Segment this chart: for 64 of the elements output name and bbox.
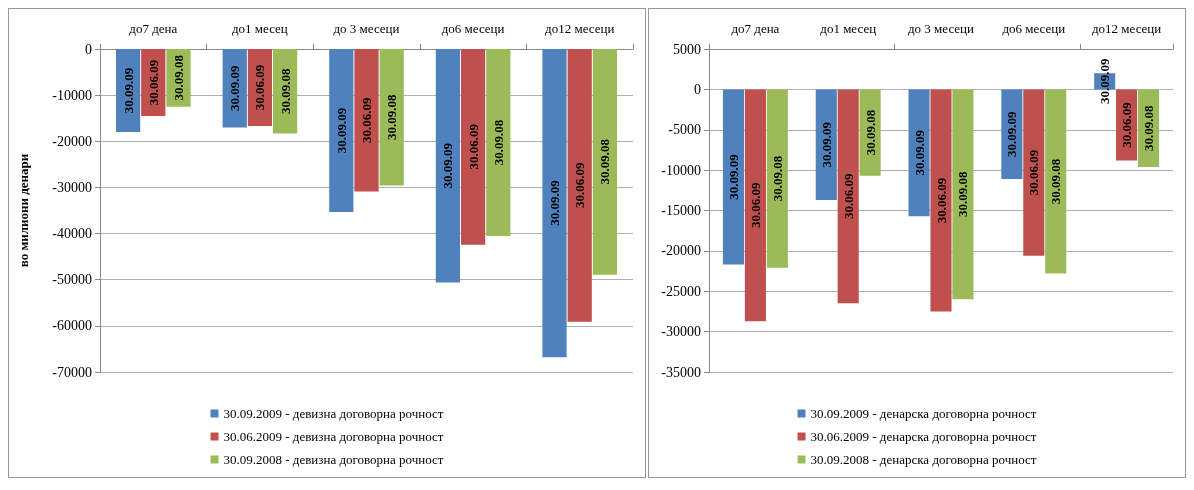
- data-label: 30.06.09: [145, 59, 161, 106]
- y-axis-title: во милиони денари: [16, 153, 31, 268]
- y-tick-label: -60000: [52, 318, 92, 334]
- data-label: 30.09.08: [955, 171, 971, 218]
- y-tick-label: 0: [85, 41, 92, 57]
- y-tick-label: -25000: [661, 283, 701, 299]
- legend-label: 30.09.2008 - девизна договорна рочност: [223, 452, 444, 467]
- x-tick-label: до12 месеци: [545, 21, 615, 36]
- legend-label: 30.09.2008 - денарска договорна рочност: [810, 452, 1037, 467]
- data-label: 30.09.08: [769, 155, 785, 202]
- data-label: 30.06.09: [1026, 149, 1042, 196]
- y-tick-label: -30000: [661, 324, 701, 340]
- data-label: 30.09.08: [597, 138, 613, 185]
- data-label: 30.09.09: [725, 153, 741, 200]
- data-label: 30.06.09: [933, 177, 949, 224]
- legend-label: 30.09.2009 - денарска договорна рочност: [810, 406, 1037, 421]
- y-tick-label: -10000: [661, 162, 701, 178]
- data-label: 30.09.09: [547, 179, 562, 226]
- legend-label: 30.06.2009 - денарска договорна рочност: [810, 429, 1037, 444]
- x-tick-label: до6 месеци: [1002, 21, 1066, 36]
- data-label: 30.09.09: [911, 129, 927, 176]
- y-tick-label: -15000: [661, 203, 701, 218]
- y-tick-label: -10000: [52, 87, 92, 103]
- data-label: 30.09.08: [490, 119, 506, 166]
- data-label: 30.06.09: [359, 97, 374, 144]
- data-label: 30.09.08: [862, 109, 878, 156]
- y-tick-label: -70000: [52, 364, 92, 380]
- data-label: 30.06.09: [1119, 101, 1135, 148]
- data-label: 30.09.08: [384, 94, 400, 141]
- data-label: 30.09.09: [1097, 58, 1113, 105]
- y-tick-label: 5000: [673, 41, 701, 57]
- y-tick-label: -35000: [661, 364, 701, 380]
- x-tick-label: до6 месеци: [441, 21, 505, 36]
- x-tick-label: до 3 месеци: [333, 21, 400, 36]
- data-label: 30.06.09: [840, 173, 856, 220]
- y-tick-label: -20000: [661, 243, 701, 259]
- data-label: 30.09.09: [120, 67, 136, 114]
- data-label: 30.06.09: [572, 162, 588, 209]
- x-tick-label: до1 месец: [231, 21, 288, 36]
- data-label: 30.09.08: [277, 67, 293, 114]
- data-label: 30.09.09: [440, 142, 456, 189]
- data-label: 30.06.09: [465, 123, 481, 170]
- data-label: 30.09.08: [1141, 104, 1157, 151]
- y-tick-label: -20000: [52, 133, 92, 149]
- data-label: 30.06.09: [747, 182, 763, 228]
- x-tick-label: до7 дена: [731, 21, 780, 36]
- x-tick-label: до12 месеци: [1091, 21, 1162, 36]
- data-label: 30.09.09: [818, 121, 834, 168]
- x-tick-label: до 3 месеци: [907, 21, 975, 36]
- y-tick-label: -40000: [52, 226, 92, 242]
- data-label: 30.06.09: [252, 64, 268, 111]
- y-tick-label: 0: [694, 81, 701, 97]
- x-tick-label: до7 дена: [129, 21, 178, 36]
- data-label: 30.09.09: [333, 107, 349, 154]
- y-tick-label: -30000: [52, 179, 92, 195]
- data-label: 30.09.08: [1048, 158, 1064, 205]
- legend-label: 30.09.2009 - девизна договорна рочност: [223, 406, 444, 421]
- legend-label: 30.06.2009 - девизна договорна рочност: [223, 429, 444, 444]
- data-label: 30.09.08: [171, 54, 186, 101]
- data-label: 30.09.09: [227, 64, 243, 111]
- y-tick-label: -50000: [52, 272, 92, 288]
- data-label: 30.09.09: [1004, 110, 1020, 157]
- y-tick-label: -5000: [668, 122, 701, 138]
- x-tick-label: до1 месец: [820, 21, 877, 36]
